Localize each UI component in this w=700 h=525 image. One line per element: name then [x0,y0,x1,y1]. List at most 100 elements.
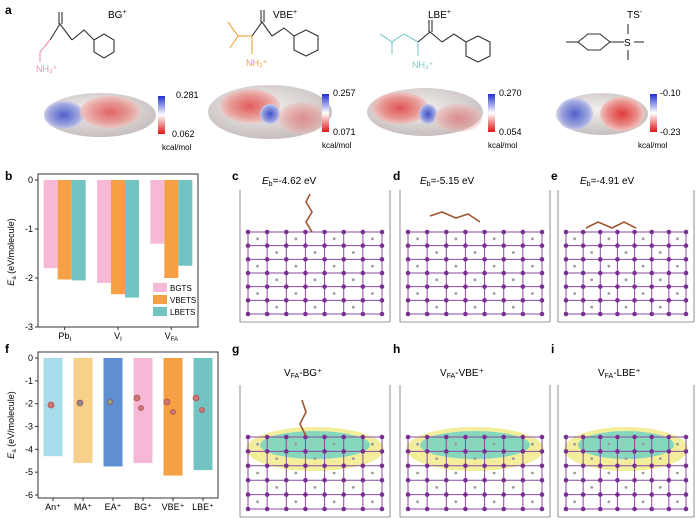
lattice-atom [405,243,411,248]
lattice-atom [615,298,620,303]
xtick-label-b-2: VFA [165,331,178,343]
organic-cation-atom [492,264,496,268]
lattice-atom [443,311,449,317]
lattice-atom [666,492,672,497]
organic-cation-atom [473,486,477,489]
organic-cation-atom [590,457,594,460]
lattice-atom [245,270,251,276]
lattice-atom [443,477,449,483]
organic-cation-atom [256,292,259,295]
organic-cation-atom [511,305,515,309]
lattice-atom [501,434,507,440]
lattice-atom [405,284,411,289]
organic-cation-atom [573,237,576,241]
lattice-atom [649,449,655,454]
lattice-atom [424,492,430,497]
lattice-atom [580,434,586,440]
lattice-atom [322,270,327,276]
organic-cation-atom [641,237,645,241]
esp-max-vbe: 0.257 [333,88,356,98]
slab-structure-c [239,190,391,323]
lattice-atom [632,434,637,440]
lattice-atom [580,257,586,262]
organic-cation-atom [607,237,611,241]
bar-lbets-0 [71,180,86,281]
lattice-atom [463,298,468,303]
organic-cation-atom [435,305,439,309]
structure-lbe [379,20,491,63]
organic-cation-atom [435,251,439,254]
lattice-atom [424,270,430,276]
lattice-atom [360,506,366,512]
lattice-atom [245,463,251,469]
organic-cation-atom [416,292,419,295]
legend-label-lbets: LBETS [170,308,195,317]
organic-cation-atom [454,292,458,295]
organic-cation-atom [351,278,355,282]
lattice-atom [245,229,251,235]
lattice-atom [649,311,655,317]
xtick-label-f-1: MA⁺ [74,502,93,512]
lattice-atom [563,477,569,483]
lattice-atom [405,492,411,497]
lattice-atom [520,477,526,483]
xtick-label-f-3: BG⁺ [134,502,152,512]
lattice-atom [666,243,672,248]
lattice-atom [482,463,487,469]
lattice-atom [563,298,569,303]
lattice-atom [264,477,270,483]
organic-cation-atom [294,292,298,295]
lattice-atom [597,492,603,497]
lattice-atom [245,477,251,483]
lattice-atom [649,492,655,497]
organic-cation-atom [256,442,259,446]
lattice-atom [649,463,655,469]
lattice-atom [405,506,411,512]
organic-cation-atom [332,471,336,475]
lattice-atom [615,492,620,497]
charge-density-cyan [420,431,530,459]
lattice-atom [520,298,526,303]
organic-cation-atom [351,251,355,254]
bar-vbets-2 [164,180,179,278]
lattice-atom [341,270,347,276]
lattice-atom [597,270,603,276]
organic-cation-atom [573,264,576,268]
panel-label-f: f [5,342,10,356]
slab-energy-d: Eb=-5.15 eV [420,176,475,188]
lattice-atom [341,477,347,483]
lattice-atom [360,463,366,469]
lattice-atom [482,506,487,512]
lattice-atom [303,243,308,248]
lattice-atom [463,257,468,262]
ytick-label-f-3: -3 [25,422,33,432]
lattice-atom [360,477,366,483]
organic-cation-atom [590,278,594,282]
lattice-atom [520,463,526,469]
lattice-atom [341,229,347,235]
lattice-atom [615,434,620,440]
lattice-atom [683,229,689,235]
lattice-atom [341,492,347,497]
lattice-atom [341,449,347,454]
lattice-atom [615,463,620,469]
esp-min-ts: -0.23 [660,127,681,137]
lattice-atom [539,284,545,289]
lattice-atom [303,298,308,303]
organic-cation-atom [294,471,298,475]
lattice-atom [520,270,526,276]
esp-surface-vbe [208,85,332,139]
adsorbed-molecule [299,399,307,437]
esp-surface-ts [556,93,648,135]
amine-label-vbe: NH₃⁺ [246,58,268,68]
lattice-atom [245,257,251,262]
organic-cation-atom [473,457,477,460]
ytick-label-f-5: -5 [25,467,33,477]
lattice-atom [520,449,526,454]
lattice-atom [539,506,545,512]
organic-cation-atom [454,500,458,504]
lattice-atom [283,270,289,276]
lattice-atom [563,257,569,262]
lattice-atom [341,311,347,317]
lattice-atom [539,434,545,440]
